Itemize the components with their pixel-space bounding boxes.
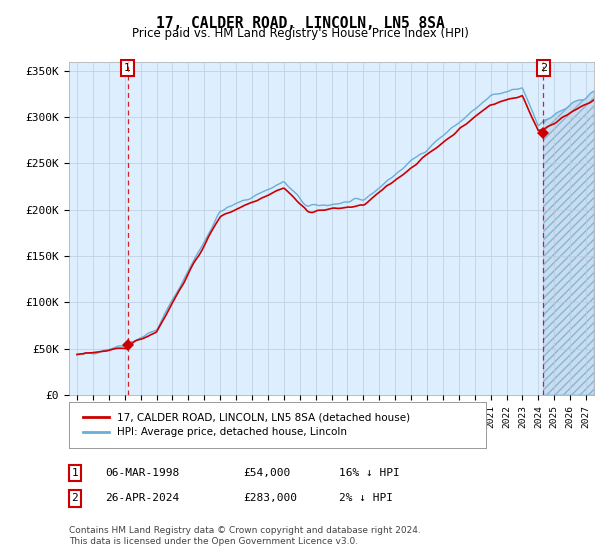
Text: 2: 2 [540, 63, 547, 73]
Text: 06-MAR-1998: 06-MAR-1998 [105, 468, 179, 478]
Text: 17, CALDER ROAD, LINCOLN, LN5 8SA: 17, CALDER ROAD, LINCOLN, LN5 8SA [155, 16, 445, 31]
Text: 26-APR-2024: 26-APR-2024 [105, 493, 179, 503]
Text: £54,000: £54,000 [243, 468, 290, 478]
Text: Price paid vs. HM Land Registry's House Price Index (HPI): Price paid vs. HM Land Registry's House … [131, 27, 469, 40]
Text: £283,000: £283,000 [243, 493, 297, 503]
Text: 1: 1 [124, 63, 131, 73]
Text: Contains HM Land Registry data © Crown copyright and database right 2024.
This d: Contains HM Land Registry data © Crown c… [69, 526, 421, 546]
Text: 16% ↓ HPI: 16% ↓ HPI [339, 468, 400, 478]
Text: 2: 2 [71, 493, 79, 503]
Legend: 17, CALDER ROAD, LINCOLN, LN5 8SA (detached house), HPI: Average price, detached: 17, CALDER ROAD, LINCOLN, LN5 8SA (detac… [79, 409, 414, 441]
Text: 2% ↓ HPI: 2% ↓ HPI [339, 493, 393, 503]
Text: 1: 1 [71, 468, 79, 478]
